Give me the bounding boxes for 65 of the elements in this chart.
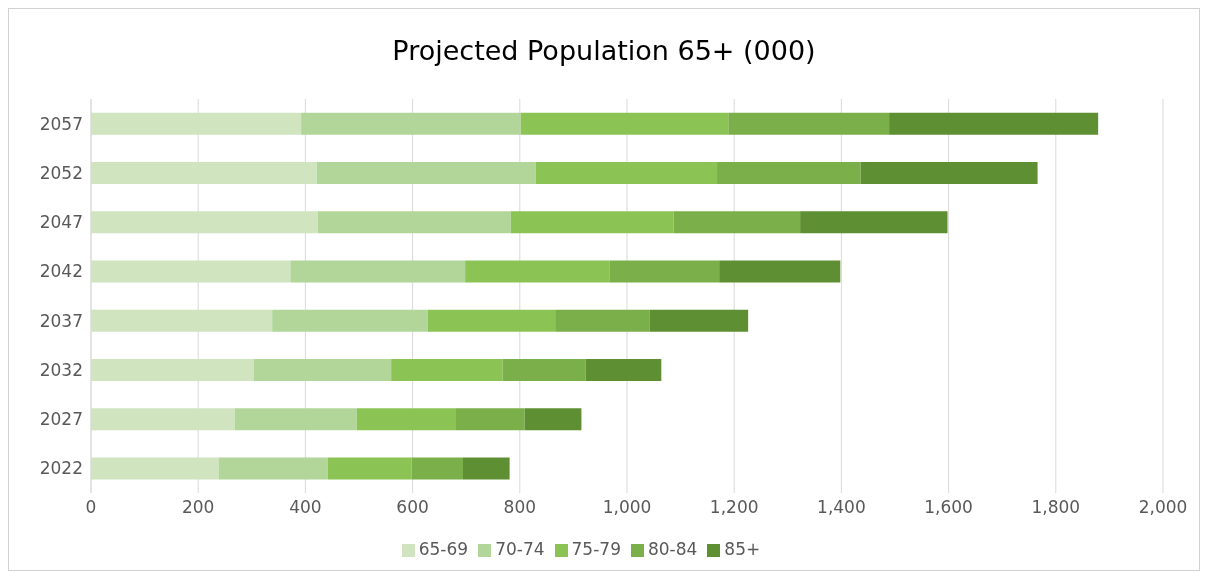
bar xyxy=(462,457,510,480)
bar xyxy=(524,408,582,431)
bar xyxy=(717,162,861,185)
x-tick-label: 1,400 xyxy=(817,497,866,518)
bar xyxy=(317,211,511,234)
x-tick-label: 800 xyxy=(503,497,537,518)
bar xyxy=(800,211,948,234)
bar xyxy=(391,359,503,382)
bar xyxy=(427,309,556,332)
x-tick-label: 2,000 xyxy=(1138,497,1188,518)
bar xyxy=(555,309,650,332)
bar xyxy=(91,457,219,480)
legend-label: 70-74 xyxy=(495,539,545,559)
y-tick-label: 2027 xyxy=(39,409,83,430)
bar xyxy=(91,162,317,185)
bar xyxy=(272,309,428,332)
y-tick-label: 2052 xyxy=(39,162,83,183)
x-tick-label: 0 xyxy=(85,497,97,518)
bar xyxy=(728,112,890,135)
bar xyxy=(510,211,674,234)
bar xyxy=(91,359,254,382)
bar xyxy=(316,162,536,185)
x-tick-label: 1,000 xyxy=(602,497,652,518)
legend-label: 65-69 xyxy=(418,539,469,559)
chart-title: Projected Population 65+ (000) xyxy=(391,34,817,68)
bar xyxy=(253,359,392,382)
x-tick-label: 400 xyxy=(289,497,322,518)
legend-label: 85+ xyxy=(724,539,761,559)
bar xyxy=(502,359,586,382)
y-tick-label: 2032 xyxy=(39,359,83,380)
bar xyxy=(889,112,1099,135)
bar xyxy=(719,260,841,283)
bar xyxy=(91,309,273,332)
bar xyxy=(327,457,412,480)
x-tick-label: 1,600 xyxy=(924,497,973,518)
x-tick-label: 600 xyxy=(396,497,429,518)
bar xyxy=(411,457,463,480)
bar xyxy=(301,112,521,135)
bar xyxy=(290,260,466,283)
y-tick-label: 2037 xyxy=(39,310,83,331)
bar xyxy=(234,408,357,431)
bar xyxy=(356,408,457,431)
bar xyxy=(91,211,318,234)
bar xyxy=(456,408,525,431)
legend-label: 80-84 xyxy=(647,539,698,559)
y-tick-label: 2047 xyxy=(39,212,83,233)
bar xyxy=(585,359,662,382)
bar xyxy=(860,162,1038,185)
bar xyxy=(535,162,718,185)
bar xyxy=(609,260,720,283)
legend-label: 75-79 xyxy=(571,539,621,559)
bar xyxy=(520,112,729,135)
y-tick-label: 2057 xyxy=(39,113,83,134)
bar xyxy=(649,309,749,332)
bar xyxy=(91,408,235,431)
y-tick-label: 2022 xyxy=(39,458,83,479)
bar xyxy=(218,457,328,480)
x-tick-label: 1,800 xyxy=(1031,497,1081,518)
bar xyxy=(465,260,610,283)
y-tick-label: 2042 xyxy=(39,261,83,282)
bar xyxy=(91,260,291,283)
bar xyxy=(91,112,302,135)
x-tick-label: 200 xyxy=(181,497,215,518)
x-tick-label: 1,200 xyxy=(709,497,759,518)
bar xyxy=(673,211,801,234)
